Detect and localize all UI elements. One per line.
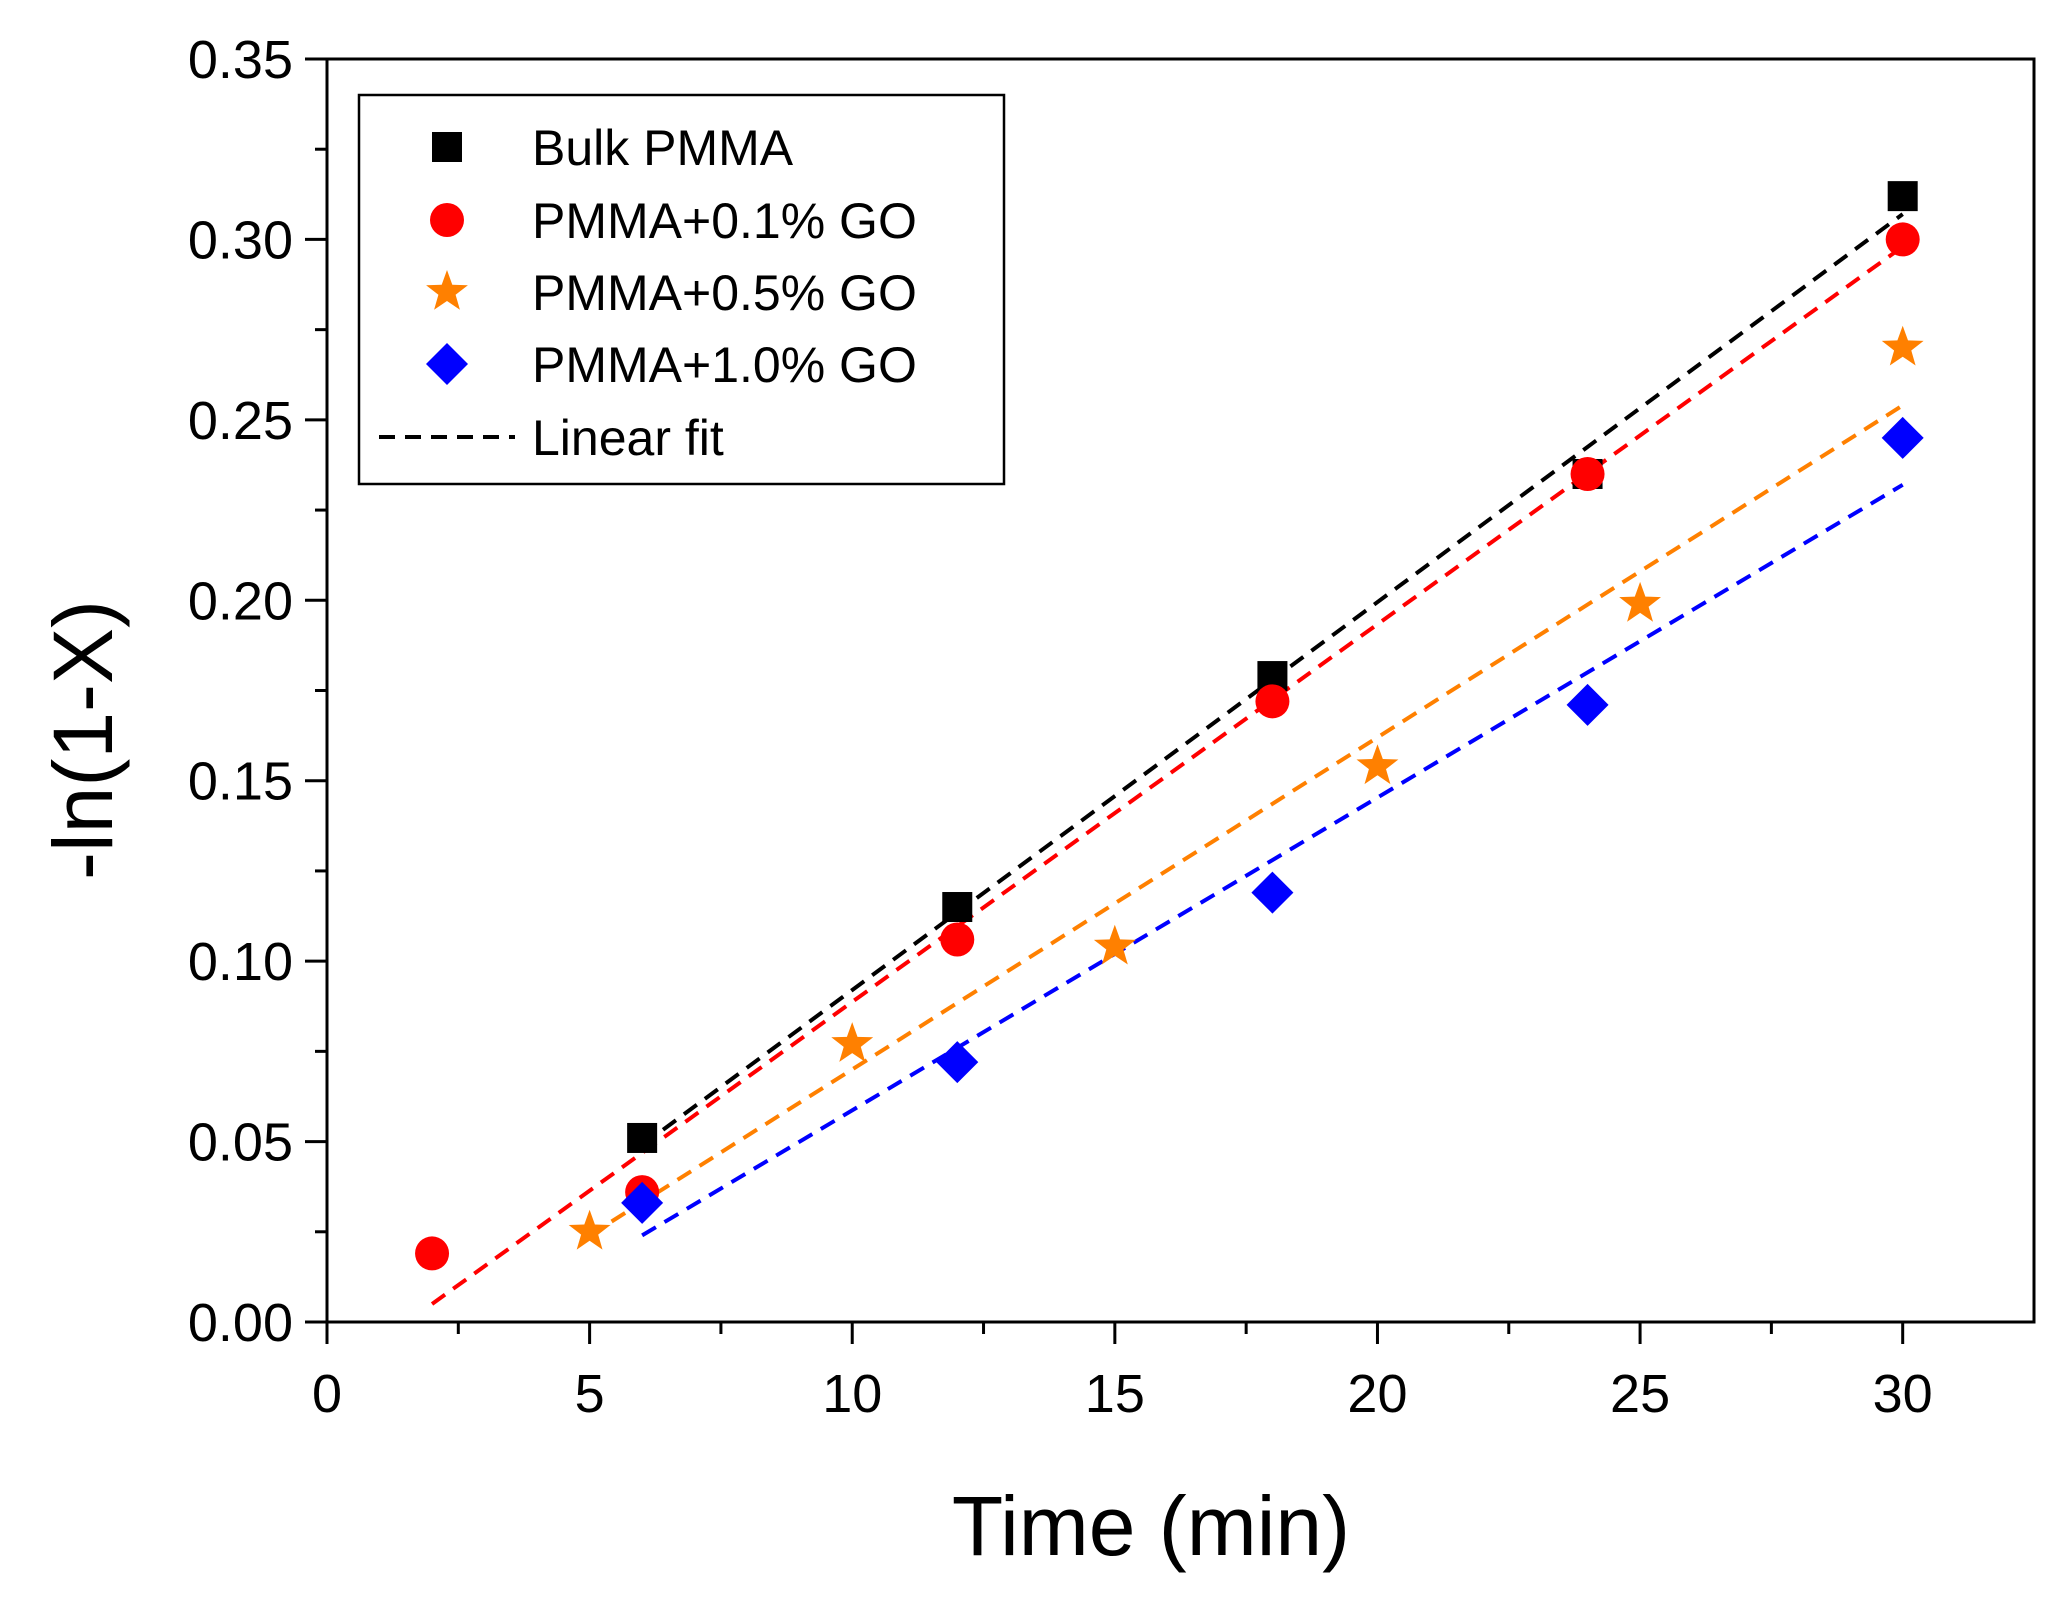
- y-tick-label: 0.15: [188, 752, 293, 812]
- data-point: [1881, 325, 1924, 366]
- data-point: [1570, 456, 1605, 491]
- data-point: [1356, 744, 1399, 785]
- data-point: [942, 892, 973, 923]
- fit-line: [588, 403, 1904, 1238]
- x-tick-label: 15: [1085, 1364, 1145, 1424]
- x-axis-title: Time (min): [952, 1479, 1350, 1573]
- x-tick-label: 30: [1873, 1364, 1933, 1424]
- data-point: [940, 922, 975, 957]
- legend-label: PMMA+0.1% GO: [532, 193, 917, 249]
- y-tick-label: 0.00: [188, 1293, 293, 1353]
- data-point: [568, 1209, 611, 1250]
- data-point: [627, 1122, 658, 1153]
- fit-line: [430, 245, 1904, 1306]
- y-tick-label: 0.30: [188, 210, 293, 270]
- x-tick-label: 10: [822, 1364, 882, 1424]
- x-tick-label: 0: [312, 1364, 342, 1424]
- x-axis-ticks: 0 5 10 15 20 25 30: [312, 1322, 1933, 1424]
- legend: Bulk PMMA PMMA+0.1% GO PMMA+0.5% GO PMMA+1.…: [357, 93, 1006, 486]
- y-tick-label: 0.10: [188, 932, 293, 992]
- data-point: [1566, 683, 1609, 726]
- data-markers: [415, 181, 1924, 1271]
- legend-label: Bulk PMMA: [532, 120, 794, 176]
- legend-marker: [432, 132, 462, 162]
- legend-label: PMMA+1.0% GO: [532, 337, 917, 393]
- data-point: [1887, 181, 1918, 212]
- legend-marker: [426, 270, 468, 310]
- data-point: [621, 1181, 664, 1224]
- data-point: [1619, 581, 1661, 622]
- x-tick-label: 5: [575, 1364, 605, 1424]
- data-point: [1251, 871, 1294, 914]
- data-point: [831, 1022, 874, 1062]
- y-tick-label: 0.20: [188, 571, 293, 631]
- x-tick-label: 25: [1610, 1364, 1670, 1424]
- y-axis-title: -ln(1-X): [36, 600, 130, 880]
- data-point: [1093, 924, 1136, 965]
- legend-box: [357, 93, 1006, 486]
- data-point: [415, 1236, 450, 1271]
- y-tick-label: 0.05: [188, 1113, 293, 1173]
- fit-line: [641, 483, 1904, 1238]
- data-point: [1885, 222, 1920, 257]
- x-tick-label: 20: [1347, 1364, 1407, 1424]
- legend-marker: [426, 343, 468, 385]
- y-axis-ticks: 0.00 0.05 0.10 0.15 0.20 0.25 0.30 0.35: [188, 30, 327, 1353]
- legend-label: Linear fit: [532, 410, 724, 466]
- legend-label: PMMA+0.5% GO: [532, 265, 917, 321]
- data-point: [1881, 416, 1924, 459]
- data-point: [936, 1041, 979, 1084]
- legend-marker: [430, 203, 464, 237]
- y-tick-label: 0.35: [188, 30, 293, 90]
- y-tick-label: 0.25: [188, 391, 293, 451]
- data-point: [1255, 684, 1290, 719]
